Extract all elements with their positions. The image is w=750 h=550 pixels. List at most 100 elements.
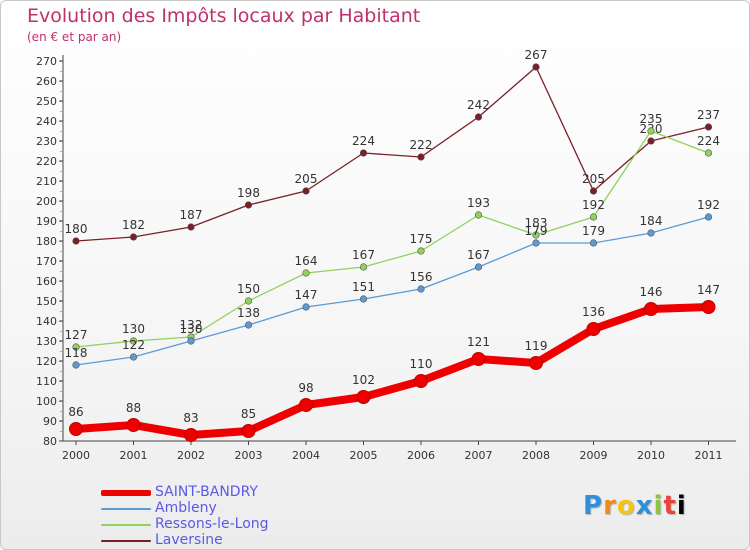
data-label: 179 (525, 224, 548, 238)
data-point (589, 239, 598, 247)
x-tick-label: 2001 (120, 449, 148, 462)
x-tick-label: 2007 (465, 449, 493, 462)
data-label: 184 (640, 214, 663, 228)
data-label: 182 (122, 218, 145, 232)
data-point (474, 113, 483, 121)
legend-swatch (101, 508, 151, 510)
data-label: 183 (525, 216, 548, 230)
data-label: 85 (241, 407, 256, 421)
series-line (75, 130, 709, 348)
data-label: 88 (126, 401, 141, 415)
legend-label: Ambleny (155, 500, 217, 516)
data-point (589, 213, 598, 221)
data-label: 136 (582, 305, 605, 319)
legend-label: Laversine (155, 532, 223, 548)
data-point (471, 352, 486, 366)
data-label: 224 (697, 134, 720, 148)
y-tick-label: 150 (36, 295, 57, 308)
y-tick-label: 170 (36, 255, 57, 268)
data-point (356, 390, 371, 404)
data-point (586, 322, 601, 336)
data-label: 86 (68, 405, 83, 419)
data-point (647, 229, 655, 237)
data-label: 138 (237, 306, 260, 320)
data-point (704, 149, 713, 157)
x-tick-label: 2004 (292, 449, 320, 462)
data-label: 156 (410, 270, 433, 284)
data-point (532, 239, 540, 247)
data-point (529, 356, 543, 370)
data-label: 192 (582, 198, 605, 212)
data-label: 119 (525, 339, 548, 353)
data-label: 83 (183, 411, 198, 425)
legend-label: Ressons-le-Long (155, 516, 269, 532)
data-point (187, 223, 195, 231)
data-point (129, 353, 138, 361)
data-label: 121 (467, 335, 490, 349)
data-label: 175 (410, 232, 433, 246)
y-tick-label: 220 (36, 155, 57, 168)
y-tick-label: 210 (36, 175, 57, 188)
series-line (75, 303, 709, 439)
data-point (72, 237, 80, 245)
data-label: 235 (640, 112, 663, 126)
legend-swatch (101, 540, 151, 542)
data-label: 167 (467, 248, 490, 262)
data-point (417, 285, 425, 293)
x-tick-label: 2009 (580, 449, 608, 462)
data-label: 242 (467, 98, 490, 112)
data-label: 151 (352, 280, 375, 294)
data-label: 224 (352, 134, 375, 148)
chart-subtitle: (en € et par an) (27, 30, 122, 44)
data-label: 198 (237, 186, 260, 200)
data-point (414, 374, 428, 388)
data-label: 98 (298, 381, 313, 395)
data-label: 167 (352, 248, 375, 262)
chart-title: Evolution des Impôts locaux par Habitant (27, 5, 421, 27)
data-label: 130 (122, 322, 145, 336)
data-label: 192 (697, 198, 720, 212)
legend-swatch (101, 490, 151, 496)
y-tick-label: 190 (36, 215, 57, 228)
data-point (417, 153, 425, 161)
data-point (302, 303, 310, 311)
data-label: 267 (525, 48, 548, 62)
data-label: 146 (640, 285, 663, 299)
data-point (241, 424, 256, 438)
data-label: 110 (410, 357, 433, 371)
series-line (75, 216, 709, 366)
data-point (126, 418, 141, 432)
data-label: 122 (122, 338, 145, 352)
data-point (72, 343, 80, 351)
data-point (359, 263, 368, 271)
data-label: 187 (180, 208, 203, 222)
data-point (589, 187, 598, 195)
data-point (359, 149, 368, 157)
proxiti-logo: Proxiti (583, 491, 687, 521)
y-tick-label: 80 (43, 435, 57, 448)
y-tick-label: 100 (36, 395, 57, 408)
y-tick-label: 240 (36, 115, 57, 128)
y-tick-label: 140 (36, 315, 57, 328)
data-label: 147 (697, 283, 720, 297)
data-point (474, 263, 483, 271)
x-tick-label: 2008 (522, 449, 550, 462)
y-tick-label: 110 (36, 375, 57, 388)
x-tick-label: 2000 (62, 449, 90, 462)
data-label: 118 (65, 346, 88, 360)
data-label: 205 (582, 172, 605, 186)
y-tick-label: 160 (36, 275, 57, 288)
y-tick-label: 180 (36, 235, 57, 248)
y-tick-label: 230 (36, 135, 57, 148)
data-label: 180 (65, 222, 88, 236)
data-point (187, 337, 195, 345)
y-tick-label: 120 (36, 355, 57, 368)
data-point (647, 127, 655, 135)
data-label: 205 (295, 172, 318, 186)
data-label: 150 (237, 282, 260, 296)
data-point (647, 137, 655, 145)
data-point (701, 300, 716, 314)
data-point (244, 297, 253, 305)
data-point (184, 428, 198, 442)
